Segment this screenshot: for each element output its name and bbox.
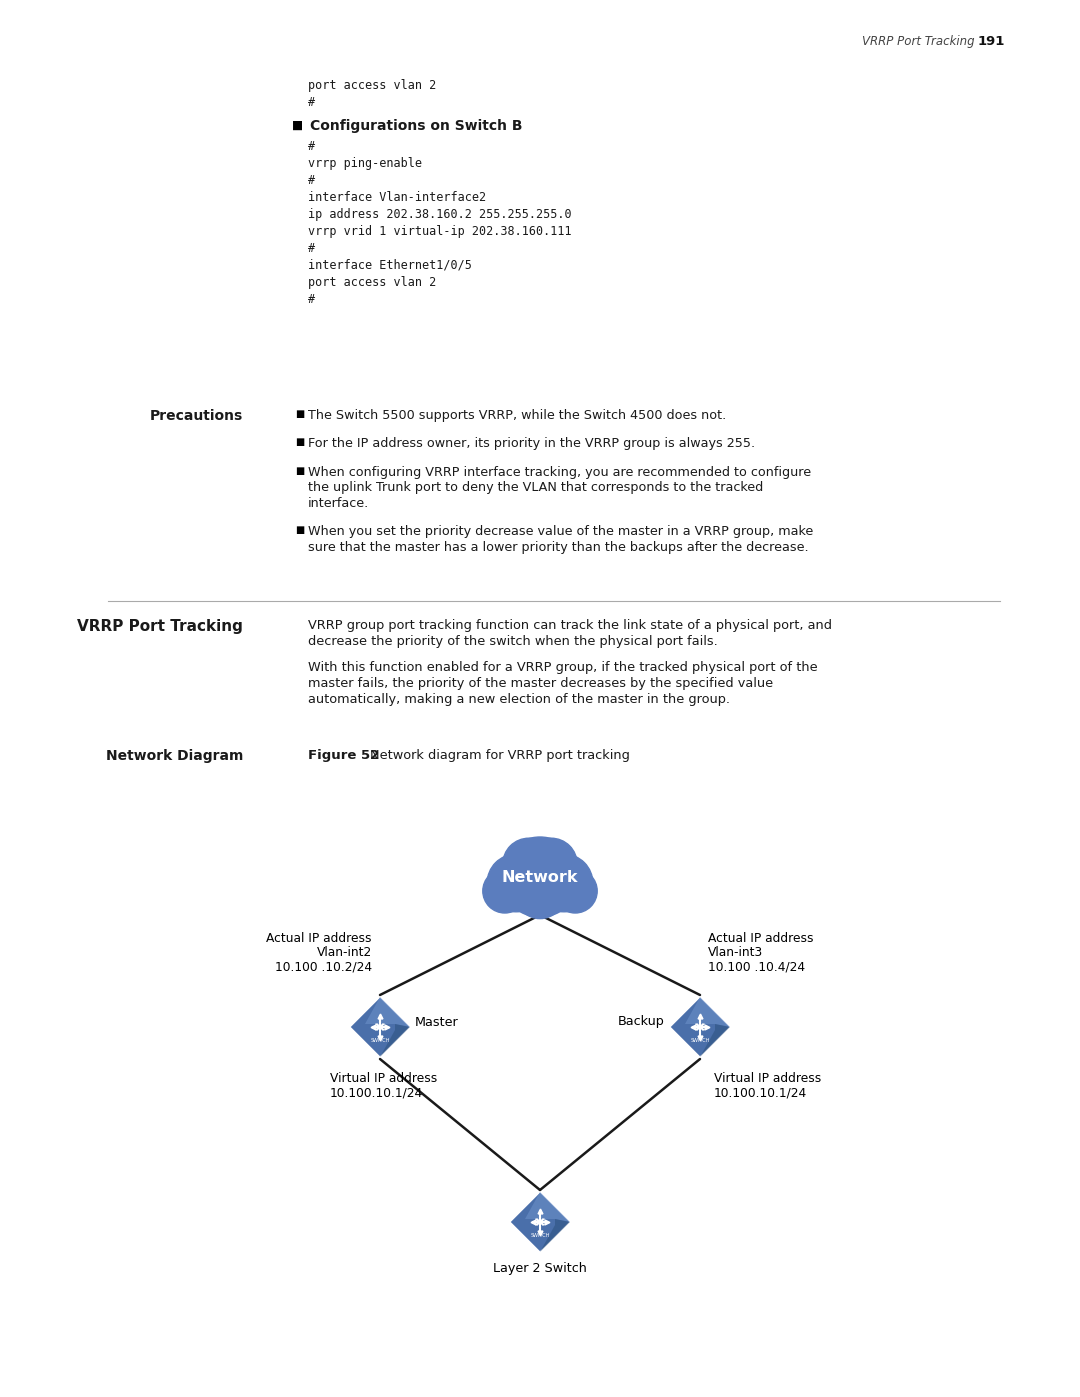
- Text: Vlan-int3: Vlan-int3: [708, 946, 764, 958]
- Text: Backup: Backup: [618, 1016, 665, 1028]
- Polygon shape: [670, 997, 730, 1058]
- Polygon shape: [525, 1192, 570, 1222]
- Text: Network diagram for VRRP port tracking: Network diagram for VRRP port tracking: [370, 749, 630, 761]
- Polygon shape: [685, 997, 730, 1027]
- Text: SWITCH: SWITCH: [370, 1038, 390, 1044]
- Polygon shape: [510, 1192, 570, 1252]
- Polygon shape: [700, 1024, 730, 1058]
- Polygon shape: [350, 997, 410, 1058]
- Text: SWITCH: SWITCH: [530, 1234, 550, 1238]
- Text: #: #: [308, 242, 315, 256]
- Circle shape: [553, 869, 597, 914]
- Text: interface.: interface.: [308, 497, 369, 510]
- Text: ip address 202.38.160.2 255.255.255.0: ip address 202.38.160.2 255.255.255.0: [308, 208, 571, 221]
- Text: sure that the master has a lower priority than the backups after the decrease.: sure that the master has a lower priorit…: [308, 541, 809, 555]
- Text: When configuring VRRP interface tracking, you are recommended to configure: When configuring VRRP interface tracking…: [308, 467, 811, 479]
- Text: ■: ■: [295, 467, 305, 476]
- Text: Master: Master: [415, 1016, 459, 1028]
- Circle shape: [487, 854, 544, 912]
- Text: Virtual IP address: Virtual IP address: [714, 1071, 821, 1085]
- Text: 10.100.10.1/24: 10.100.10.1/24: [330, 1085, 423, 1099]
- Text: For the IP address owner, its priority in the VRRP group is always 255.: For the IP address owner, its priority i…: [308, 437, 755, 450]
- Polygon shape: [540, 1220, 570, 1252]
- Text: master fails, the priority of the master decreases by the specified value: master fails, the priority of the master…: [308, 678, 773, 690]
- Text: Network: Network: [502, 869, 578, 884]
- Text: Figure 52: Figure 52: [308, 749, 379, 761]
- Text: Actual IP address: Actual IP address: [267, 932, 372, 944]
- Text: #: #: [308, 175, 315, 187]
- Text: decrease the priority of the switch when the physical port fails.: decrease the priority of the switch when…: [308, 636, 718, 648]
- Polygon shape: [380, 1024, 410, 1058]
- Text: Virtual IP address: Virtual IP address: [330, 1071, 437, 1085]
- Text: ■: ■: [295, 409, 305, 419]
- Text: #: #: [308, 140, 315, 154]
- Text: When you set the priority decrease value of the master in a VRRP group, make: When you set the priority decrease value…: [308, 525, 813, 538]
- Text: #: #: [308, 293, 315, 306]
- Text: port access vlan 2: port access vlan 2: [308, 80, 436, 92]
- Circle shape: [483, 869, 527, 914]
- Text: port access vlan 2: port access vlan 2: [308, 277, 436, 289]
- Text: ■: ■: [295, 525, 305, 535]
- Text: automatically, making a new election of the master in the group.: automatically, making a new election of …: [308, 693, 730, 705]
- Text: VRRP Port Tracking: VRRP Port Tracking: [862, 35, 974, 47]
- Text: 191: 191: [978, 35, 1005, 47]
- Text: 10.100 .10.2/24: 10.100 .10.2/24: [275, 960, 372, 972]
- Text: interface Vlan-interface2: interface Vlan-interface2: [308, 191, 486, 204]
- Text: Layer 2 Switch: Layer 2 Switch: [494, 1261, 586, 1275]
- Circle shape: [525, 838, 577, 890]
- Text: With this function enabled for a VRRP group, if the tracked physical port of the: With this function enabled for a VRRP gr…: [308, 661, 818, 673]
- Polygon shape: [365, 997, 410, 1027]
- Text: The Switch 5500 supports VRRP, while the Switch 4500 does not.: The Switch 5500 supports VRRP, while the…: [308, 409, 726, 422]
- Text: the uplink Trunk port to deny the VLAN that corresponds to the tracked: the uplink Trunk port to deny the VLAN t…: [308, 482, 764, 495]
- Text: Actual IP address: Actual IP address: [708, 932, 813, 944]
- Text: Precautions: Precautions: [150, 409, 243, 423]
- Text: Vlan-int2: Vlan-int2: [316, 946, 372, 958]
- Text: ■: ■: [295, 437, 305, 447]
- Text: vrrp vrid 1 virtual-ip 202.38.160.111: vrrp vrid 1 virtual-ip 202.38.160.111: [308, 225, 571, 237]
- Circle shape: [536, 854, 593, 912]
- Text: #: #: [308, 96, 315, 109]
- Circle shape: [515, 869, 565, 919]
- Text: 10.100 .10.4/24: 10.100 .10.4/24: [708, 960, 805, 972]
- Text: ■: ■: [292, 119, 303, 131]
- Text: Configurations on Switch B: Configurations on Switch B: [310, 119, 523, 133]
- Text: 10.100.10.1/24: 10.100.10.1/24: [714, 1085, 807, 1099]
- Circle shape: [500, 837, 580, 916]
- Text: SWITCH: SWITCH: [690, 1038, 710, 1044]
- Text: Network Diagram: Network Diagram: [106, 749, 243, 763]
- Circle shape: [503, 838, 555, 890]
- Text: interface Ethernet1/0/5: interface Ethernet1/0/5: [308, 258, 472, 272]
- Text: VRRP group port tracking function can track the link state of a physical port, a: VRRP group port tracking function can tr…: [308, 619, 832, 631]
- Text: vrrp ping-enable: vrrp ping-enable: [308, 156, 422, 170]
- Text: VRRP Port Tracking: VRRP Port Tracking: [77, 619, 243, 634]
